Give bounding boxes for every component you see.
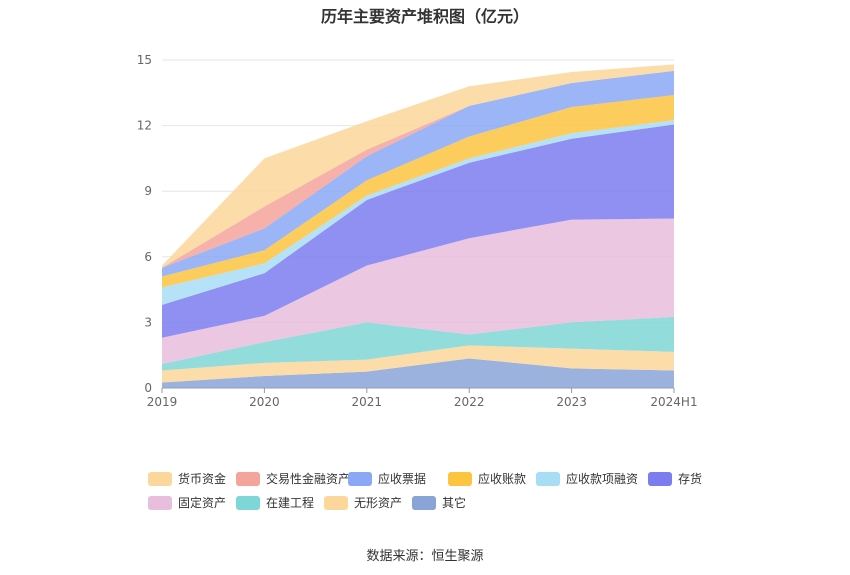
legend-item[interactable]: 交易性金融资产 [236,470,350,487]
area-series-货币资金 [162,64,674,268]
x-tick-label: 2022 [454,395,485,409]
legend-label: 其它 [442,496,467,510]
legend-swatch [324,495,348,510]
legend-label: 应收款项融资 [566,472,639,486]
legend-swatch [448,471,472,486]
legend-label: 存货 [678,472,703,486]
legend-label: 交易性金融资产 [266,472,351,486]
legend-swatch [148,471,172,486]
x-tick-label: 2021 [352,395,383,409]
legend-item[interactable]: 其它 [412,494,466,511]
legend-label: 货币资金 [178,472,227,486]
area-series-在建工程 [162,316,674,371]
legend-swatch [648,471,672,486]
stacked-area-chart: 0 3 6 9 12 15 2019 2020 2021 2022 2023 2024H1 [137,53,698,409]
legend-item[interactable]: 固定资产 [148,494,226,511]
legend-swatch [536,471,560,486]
legend-swatch [412,495,436,510]
legend-label: 固定资产 [178,496,227,510]
legend-item[interactable]: 无形资产 [324,494,402,511]
y-tick-label: 6 [144,250,152,264]
area-series-无形资产 [162,345,674,383]
area-series-应收款项融资 [162,120,674,305]
chart-title: 历年主要资产堆积图（亿元） [320,7,529,26]
x-tick-label: 2019 [147,395,178,409]
legend-item[interactable]: 应收账款 [448,470,526,487]
legend-label: 在建工程 [266,496,315,510]
y-tick-label: 9 [144,184,152,198]
x-tick-label: 2020 [249,395,280,409]
legend-swatch [236,471,260,486]
legend-swatch [148,495,172,510]
legend-item[interactable]: 应收票据 [348,470,426,487]
legend-item[interactable]: 货币资金 [148,470,226,487]
legend-label: 应收账款 [478,472,527,486]
y-tick-label: 12 [137,119,152,133]
area-series-固定资产 [162,218,674,364]
legend-label: 无形资产 [354,496,403,510]
area-series-其它 [162,358,674,388]
legend-swatch [236,495,260,510]
x-tick-label: 2023 [556,395,587,409]
x-tick-label: 2024H1 [650,395,697,409]
y-tick-label: 3 [144,315,152,329]
data-source: 数据来源：恒生聚源 [366,549,484,564]
area-series-存货 [162,124,674,338]
legend-swatch [348,471,372,486]
legend-item[interactable]: 应收款项融资 [536,470,638,487]
y-tick-label: 0 [144,381,152,395]
area-series-应收票据 [162,70,674,277]
legend-item[interactable]: 存货 [648,470,702,487]
legend-label: 应收票据 [378,472,427,486]
legend-item[interactable]: 在建工程 [236,494,314,511]
y-tick-label: 15 [137,53,152,67]
area-series-应收账款 [162,94,674,288]
